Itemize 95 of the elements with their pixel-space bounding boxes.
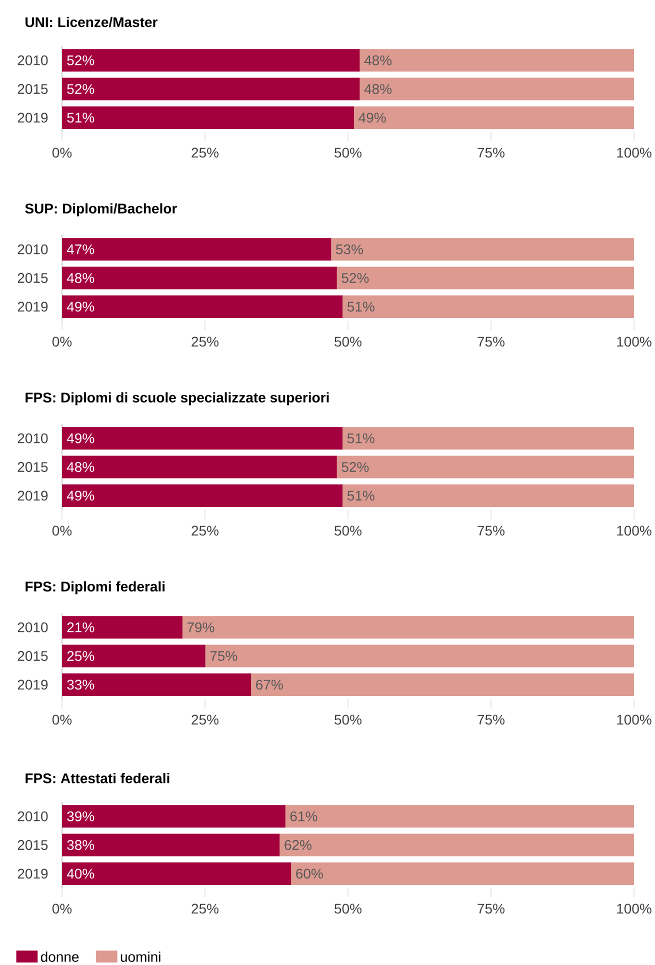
chart-title: FPS: Attestati federali — [26, 773, 170, 784]
data-label: 67% — [256, 680, 283, 690]
data-label: 47% — [66, 244, 94, 254]
data-label: 33% — [67, 680, 94, 690]
data-label: 75% — [210, 651, 238, 661]
x-tick-label: 75% — [478, 336, 504, 347]
bar — [62, 106, 354, 129]
y-tick-label: 2015 — [18, 273, 48, 283]
y-tick-label: 2019 — [18, 112, 48, 123]
x-tick-label: 100% — [617, 148, 652, 158]
x-tick-label: 0% — [52, 148, 72, 158]
y-tick-label: 2015 — [18, 462, 48, 472]
x-tick-label: 50% — [334, 336, 362, 347]
y-tick-label: 2015 — [18, 651, 48, 661]
data-label: 52% — [342, 273, 369, 283]
chart-title: SUP: Diplomi/Bachelor — [25, 203, 177, 216]
bar — [353, 106, 634, 129]
x-tick-label: 75% — [478, 714, 504, 725]
bar — [290, 862, 634, 885]
bar — [359, 78, 634, 100]
y-tick-label: 2019 — [18, 302, 48, 312]
data-label: 39% — [67, 811, 94, 822]
legend-label: donne — [40, 952, 79, 962]
y-tick-label: 2010 — [18, 244, 48, 254]
data-label: 49% — [358, 112, 386, 123]
x-tick-label: 50% — [334, 714, 362, 725]
y-tick-label: 2010 — [18, 622, 48, 632]
x-tick-label: 50% — [334, 526, 362, 536]
y-tick-label: 2019 — [18, 868, 48, 879]
data-label: 48% — [364, 55, 392, 66]
bar — [62, 805, 286, 828]
x-tick-label: 25% — [192, 336, 218, 347]
data-label: 62% — [284, 840, 312, 850]
chart-title: FPS: Diplomi federali — [26, 581, 165, 594]
data-label: 51% — [347, 302, 374, 312]
bar — [342, 427, 634, 450]
x-tick-label: 25% — [192, 148, 218, 158]
x-tick-label: 50% — [334, 904, 362, 914]
x-tick-label: 0% — [52, 526, 72, 536]
x-tick-label: 75% — [478, 904, 504, 914]
chart-title: FPS: Diplomi di scuole specializzate superiori — [26, 392, 329, 406]
x-tick-label: 50% — [334, 148, 362, 158]
chart-title: UNI: Licenze/Master — [26, 16, 158, 28]
data-label: 49% — [66, 302, 94, 312]
data-label: 48% — [66, 273, 94, 283]
data-label: 61% — [290, 811, 318, 822]
x-tick-label: 25% — [192, 526, 218, 536]
data-label: 53% — [336, 244, 363, 254]
x-tick-label: 75% — [478, 148, 504, 158]
x-tick-label: 25% — [192, 714, 218, 725]
x-tick-label: 75% — [478, 526, 504, 536]
data-label: 38% — [67, 840, 94, 850]
bar — [342, 484, 634, 507]
bar — [279, 834, 634, 856]
data-label: 49% — [66, 433, 94, 444]
x-tick-label: 0% — [52, 336, 72, 347]
data-label: 48% — [66, 462, 94, 472]
bar — [359, 49, 634, 72]
data-label: 40% — [66, 868, 94, 879]
x-tick-label: 0% — [52, 714, 72, 725]
y-tick-label: 2019 — [18, 490, 48, 501]
bar — [62, 862, 292, 885]
bar — [62, 484, 343, 507]
bar — [62, 834, 280, 856]
data-label: 52% — [67, 55, 94, 66]
data-label: 21% — [67, 622, 94, 632]
data-label: 48% — [364, 84, 392, 94]
y-tick-label: 2010 — [18, 55, 48, 66]
y-tick-label: 2010 — [18, 811, 48, 822]
bar — [284, 805, 634, 828]
legend-label: uomini — [120, 952, 160, 962]
bar — [62, 78, 360, 100]
y-tick-label: 2010 — [18, 433, 48, 444]
x-tick-label: 100% — [617, 904, 652, 914]
data-label: 79% — [187, 622, 214, 632]
y-tick-label: 2019 — [18, 680, 48, 690]
data-label: 25% — [67, 651, 94, 661]
y-tick-label: 2015 — [18, 84, 48, 94]
bar — [62, 456, 337, 478]
data-label: 49% — [66, 490, 94, 501]
data-label: 51% — [347, 490, 374, 501]
x-tick-label: 100% — [617, 714, 652, 725]
bar — [336, 456, 634, 478]
x-tick-label: 100% — [617, 336, 652, 347]
bar — [62, 49, 360, 72]
data-label: 51% — [67, 112, 94, 123]
data-label: 60% — [296, 868, 323, 879]
data-label: 52% — [342, 462, 369, 472]
data-label: 51% — [347, 433, 374, 444]
x-tick-label: 0% — [52, 904, 72, 914]
data-label: 52% — [67, 84, 94, 94]
x-tick-label: 100% — [617, 526, 652, 536]
y-tick-label: 2015 — [18, 840, 48, 850]
bar — [62, 427, 343, 450]
x-tick-label: 25% — [192, 904, 218, 914]
